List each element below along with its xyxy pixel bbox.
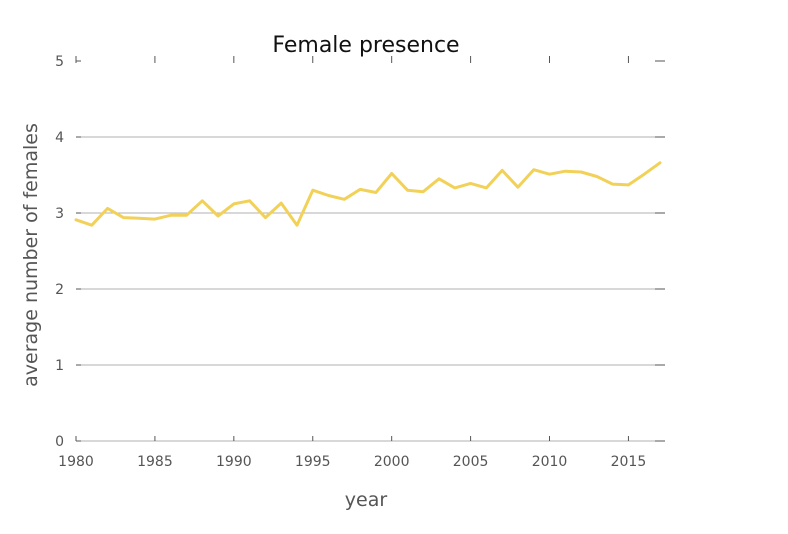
x-tick-label: 1980 <box>58 454 94 470</box>
y-tick-label: 4 <box>55 130 64 146</box>
y-tick-label: 5 <box>55 54 64 70</box>
grid-lines <box>76 136 660 442</box>
y-tick-label: 1 <box>55 358 64 374</box>
x-tick-label: 2010 <box>532 454 568 470</box>
x-axis-ticks: 1980 1985 1990 1995 2000 2005 2010 2015 <box>58 56 646 470</box>
y-axis-ticks: 0 1 2 3 4 5 <box>55 54 665 450</box>
x-tick-label: 1995 <box>295 454 331 470</box>
x-axis-title: year <box>345 489 388 511</box>
x-tick-label: 1985 <box>137 454 173 470</box>
y-tick-label: 0 <box>55 434 64 450</box>
y-tick-label: 3 <box>55 206 64 222</box>
x-tick-label: 1990 <box>216 454 252 470</box>
x-tick-label: 2005 <box>453 454 489 470</box>
plot-area <box>74 161 662 227</box>
series-line <box>74 161 662 227</box>
y-axis-title: average number of females <box>20 123 42 387</box>
chart-title: Female presence <box>272 33 459 58</box>
y-tick-label: 2 <box>55 282 64 298</box>
x-tick-label: 2000 <box>374 454 410 470</box>
x-tick-label: 2015 <box>611 454 647 470</box>
